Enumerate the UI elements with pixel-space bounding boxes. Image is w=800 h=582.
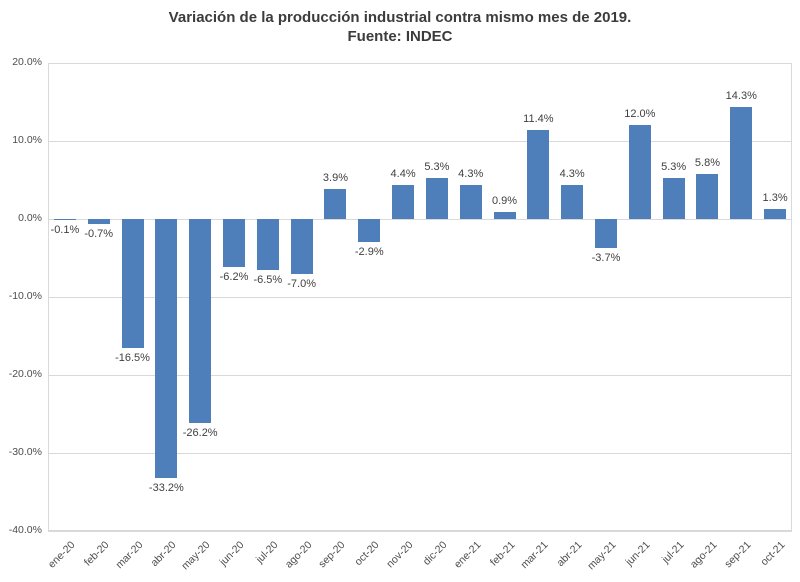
bar-may-20	[189, 219, 212, 424]
bar-ene-20	[53, 219, 76, 220]
bar-value-label: 5.8%	[694, 156, 720, 169]
x-axis-label: feb-20	[81, 539, 112, 569]
bar-value-label: -33.2%	[148, 481, 184, 494]
x-axis-label: abr-21	[554, 539, 585, 569]
gridline	[48, 297, 792, 298]
x-axis-label: ene-20	[45, 539, 78, 571]
x-axis-label: sep-21	[722, 539, 754, 571]
bar-ago-20	[290, 219, 313, 274]
x-axis-label: mar-20	[113, 539, 146, 572]
x-axis-label: dic-20	[420, 539, 450, 568]
bar-jul-20	[256, 219, 279, 270]
bar-sep-20	[324, 188, 347, 219]
bar-value-label: -0.1%	[50, 223, 80, 236]
y-axis-label: -20.0%	[8, 368, 42, 380]
bar-jun-21	[628, 125, 651, 219]
bar-value-label: -0.7%	[84, 228, 114, 241]
bar-mar-20	[121, 219, 144, 348]
x-axis-label: jul-20	[253, 539, 281, 566]
bar-value-label: -2.9%	[354, 245, 384, 258]
x-axis-label: sep-20	[316, 539, 348, 571]
y-axis-label: -40.0%	[8, 524, 42, 536]
gridline	[48, 63, 792, 64]
x-axis-label: feb-21	[487, 539, 518, 569]
y-axis-label: -10.0%	[8, 290, 42, 302]
bar-ene-21	[459, 185, 482, 219]
bar-value-label: -26.2%	[182, 427, 218, 440]
bar-value-label: -16.5%	[115, 351, 150, 364]
bar-may-21	[595, 219, 617, 248]
bar-value-label: 1.3%	[762, 191, 788, 204]
bar-jul-21	[662, 177, 685, 219]
bar-value-label: 4.3%	[559, 168, 585, 181]
bar-value-label: 11.4%	[523, 113, 554, 126]
chart-title: Variación de la producción industrial co…	[0, 8, 800, 46]
zero-gridline	[48, 219, 792, 220]
x-axis-label: jun-20	[217, 539, 247, 569]
bar-jun-20	[223, 219, 245, 268]
x-axis-label: oct-21	[758, 539, 788, 569]
bar-value-label: 0.9%	[491, 194, 518, 207]
bar-value-label: 4.4%	[390, 167, 416, 180]
x-axis-label: oct-20	[352, 539, 382, 569]
bar-ago-21	[696, 173, 719, 219]
x-axis-label: may-21	[585, 539, 619, 573]
x-axis-label: nov-20	[384, 539, 416, 571]
bar-value-label: 5.3%	[424, 160, 450, 173]
x-axis-label: abr-20	[148, 539, 179, 569]
x-axis-label: ago-21	[688, 539, 720, 571]
x-axis-label: ene-21	[451, 539, 484, 571]
gridline	[48, 531, 792, 532]
x-axis-label: jun-21	[623, 539, 653, 569]
y-axis-label: 0.0%	[18, 212, 42, 224]
bar-value-label: 12.0%	[624, 108, 656, 121]
x-axis-label: mar-21	[518, 539, 551, 572]
chart-title-line1: Variación de la producción industrial co…	[168, 9, 632, 26]
chart-title-line2: Fuente: INDEC	[347, 28, 453, 45]
bar-feb-20	[87, 219, 110, 225]
gridline	[48, 453, 792, 454]
y-axis-label: -30.0%	[8, 446, 42, 458]
bar-value-label: 14.3%	[725, 90, 757, 103]
bar-abr-20	[155, 219, 178, 478]
bar-value-label: -6.5%	[253, 273, 283, 286]
bar-nov-20	[392, 184, 415, 219]
y-axis-label: 10.0%	[12, 134, 42, 146]
x-axis-label: ago-20	[282, 539, 315, 571]
bar-value-label: 5.3%	[661, 160, 687, 173]
x-axis-label: may-20	[179, 539, 213, 573]
y-axis-label: 20.0%	[12, 56, 42, 68]
bar-mar-21	[527, 130, 550, 219]
bar-value-label: -7.0%	[287, 277, 316, 290]
bar-abr-21	[561, 185, 584, 219]
bar-value-label: -6.2%	[219, 271, 249, 284]
gridline	[48, 141, 792, 142]
bar-feb-21	[493, 211, 516, 219]
bar-dic-20	[425, 177, 448, 219]
bar-value-label: 3.9%	[322, 171, 348, 184]
gridline	[48, 375, 792, 376]
bar-oct-20	[358, 219, 381, 242]
bar-sep-21	[730, 107, 753, 219]
bar-value-label: -3.7%	[591, 251, 621, 264]
x-axis-label: jul-21	[659, 539, 687, 566]
bar-value-label: 4.3%	[458, 168, 484, 181]
bar-oct-21	[764, 208, 787, 219]
